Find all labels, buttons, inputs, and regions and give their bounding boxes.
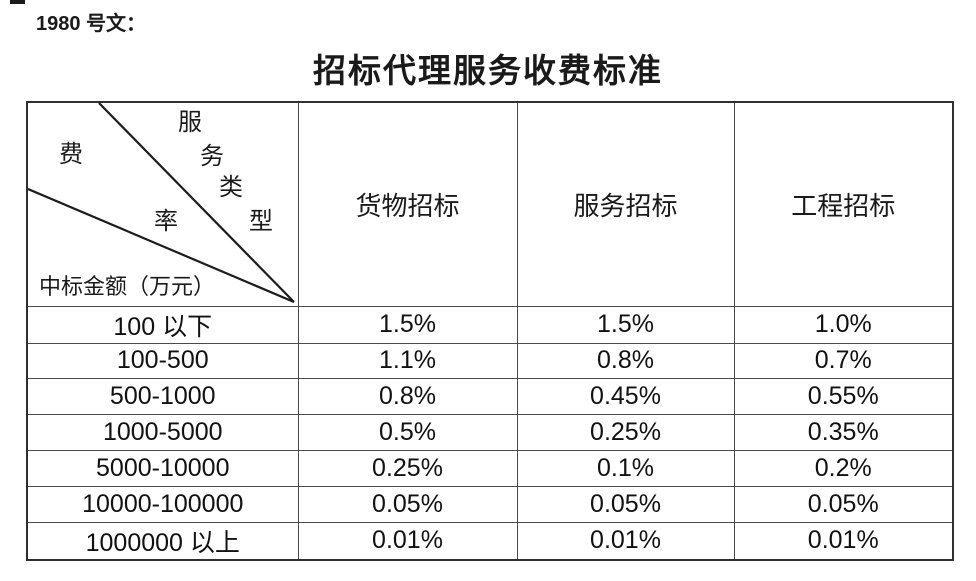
fee-standard-table: 服 务 类 型 费 率 中标金额（万元） 货物招标 服务招标 工程招标 100 …	[26, 101, 954, 561]
corner-service-type-char: 类	[219, 175, 243, 201]
diagonal-split-lines	[28, 103, 295, 303]
table-row: 100 以下 1.5% 1.5% 1.0%	[26, 305, 954, 344]
row-label-cell: 100 以下	[26, 305, 299, 344]
fee-value-cell: 1.5%	[297, 305, 518, 344]
fee-value-cell: 1.0%	[733, 305, 954, 344]
row-label-cell: 5000-10000	[26, 450, 299, 487]
table-corner-cell: 服 务 类 型 费 率 中标金额（万元）	[26, 101, 299, 307]
page-title: 招标代理服务收费标准	[313, 54, 663, 90]
column-header-services: 服务招标	[516, 101, 735, 307]
fee-value-cell: 0.01%	[516, 521, 735, 561]
table-row: 100-500 1.1% 0.8% 0.7%	[26, 342, 954, 380]
row-label-cell: 500-1000	[26, 378, 299, 416]
corner-rate-char: 率	[154, 209, 178, 235]
table-row: 1000-5000 0.5% 0.25% 0.35%	[26, 414, 954, 452]
fee-value-cell: 0.55%	[733, 378, 954, 416]
diagonal-line-lower	[28, 187, 295, 303]
table-row: 500-1000 0.8% 0.45% 0.55%	[26, 378, 954, 416]
column-header-goods: 货物招标	[297, 101, 518, 307]
fee-value-cell: 0.05%	[516, 485, 735, 523]
fee-value-cell: 0.1%	[516, 450, 735, 487]
fee-value-cell: 0.5%	[297, 414, 518, 452]
diagonal-line-upper	[98, 103, 295, 303]
fee-value-cell: 0.01%	[733, 521, 954, 561]
row-label-cell: 100-500	[26, 342, 299, 380]
table-row: 1000000 以上 0.01% 0.01% 0.01%	[26, 521, 954, 561]
fee-value-cell: 0.2%	[733, 450, 954, 487]
corner-rate-char: 费	[59, 142, 83, 168]
corner-service-type-char: 型	[249, 209, 273, 235]
table-row: 10000-100000 0.05% 0.05% 0.05%	[26, 485, 954, 523]
corner-service-type-char: 务	[200, 144, 224, 170]
fee-value-cell: 0.7%	[733, 342, 954, 380]
row-label-cell: 1000000 以上	[26, 521, 299, 561]
fee-value-cell: 0.05%	[297, 485, 518, 523]
fee-value-cell: 0.01%	[297, 521, 518, 561]
column-header-works: 工程招标	[733, 101, 954, 307]
table-header-row: 服 务 类 型 费 率 中标金额（万元） 货物招标 服务招标 工程招标	[26, 101, 954, 307]
fee-value-cell: 0.25%	[516, 414, 735, 452]
clipped-edge-artifact	[10, 0, 25, 4]
fee-value-cell: 0.05%	[733, 485, 954, 523]
fee-value-cell: 0.25%	[297, 450, 518, 487]
corner-service-type-char: 服	[178, 110, 202, 136]
fee-value-cell: 1.5%	[516, 305, 735, 344]
fee-value-cell: 1.1%	[297, 342, 518, 380]
row-label-cell: 10000-100000	[26, 485, 299, 523]
fee-value-cell: 0.8%	[516, 342, 735, 380]
table-row: 5000-10000 0.25% 0.1% 0.2%	[26, 450, 954, 487]
row-label-cell: 1000-5000	[26, 414, 299, 452]
amount-axis-label: 中标金额（万元）	[39, 274, 216, 299]
doc-number-label: 1980 号文：	[36, 13, 147, 35]
fee-value-cell: 0.8%	[297, 378, 518, 416]
fee-value-cell: 0.35%	[733, 414, 954, 452]
fee-value-cell: 0.45%	[516, 378, 735, 416]
